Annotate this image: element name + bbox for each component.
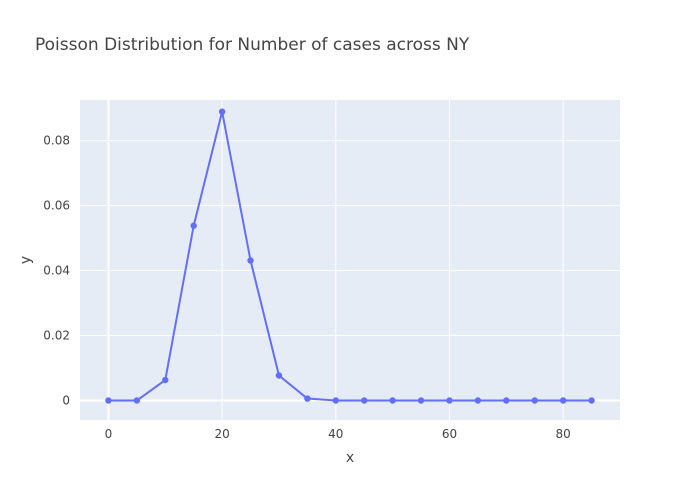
y-tick-label: 0 (62, 394, 70, 408)
y-tick-label: 0.06 (43, 199, 70, 213)
data-point[interactable] (332, 397, 339, 404)
data-point[interactable] (588, 397, 595, 404)
data-point[interactable] (190, 222, 197, 229)
x-tick-label: 20 (214, 427, 229, 441)
data-point[interactable] (559, 397, 567, 404)
data-point[interactable] (162, 376, 169, 384)
series-line (108, 110, 592, 402)
chart-title: Poisson Distribution for Number of cases… (35, 35, 470, 55)
y-tick-label: 0.02 (43, 329, 70, 343)
y-tick-label: 0.08 (43, 134, 70, 148)
data-point[interactable] (133, 397, 141, 404)
data-point[interactable] (389, 397, 396, 404)
data-point[interactable] (531, 397, 538, 404)
x-tick-label: 60 (442, 427, 457, 441)
data-point[interactable] (446, 397, 453, 404)
data-point[interactable] (275, 372, 283, 379)
data-point[interactable] (105, 397, 112, 404)
series-layer (105, 108, 595, 404)
data-point[interactable] (417, 397, 425, 404)
y-tick-label: 0.04 (43, 264, 70, 278)
data-point[interactable] (361, 397, 368, 404)
plot-area (80, 100, 620, 420)
data-point[interactable] (247, 257, 254, 264)
data-point[interactable] (503, 397, 510, 404)
data-point[interactable] (304, 395, 311, 402)
x-axis-label: x (346, 450, 354, 466)
data-point[interactable] (218, 108, 226, 115)
x-tick-label: 0 (105, 427, 113, 441)
data-point[interactable] (474, 397, 482, 404)
tick-labels: 0 20 40 60 80 0 0.02 0.04 0.06 0.08 (43, 134, 571, 441)
x-tick-label: 80 (556, 427, 571, 441)
x-tick-label: 40 (328, 427, 343, 441)
y-axis-label: y (18, 256, 34, 264)
